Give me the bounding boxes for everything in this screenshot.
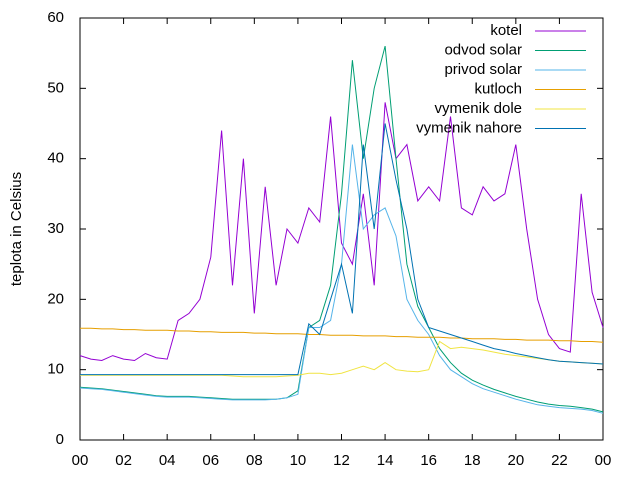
- y-axis-label: teplota in Celsius: [8, 172, 25, 286]
- legend-label: kotel: [490, 22, 522, 39]
- y-tick-label: 50: [47, 79, 64, 96]
- x-tick-label: 10: [290, 452, 307, 469]
- x-tick-label: 06: [202, 452, 219, 469]
- legend-label: privod solar: [444, 61, 522, 78]
- legend-label: vymenik dole: [434, 100, 522, 117]
- x-tick-label: 08: [246, 452, 263, 469]
- x-tick-label: 00: [72, 452, 89, 469]
- x-tick-label: 02: [115, 452, 132, 469]
- plot-frame: [79, 17, 604, 441]
- series-line: [80, 327, 604, 343]
- series-line: [79, 45, 604, 413]
- legend-label: kutloch: [474, 80, 522, 97]
- x-tick-label: 14: [377, 452, 394, 469]
- legend-label: vymenik nahore: [416, 119, 522, 136]
- y-tick-label: 10: [47, 361, 64, 378]
- series-line: [79, 102, 604, 362]
- x-tick-label: 20: [507, 452, 524, 469]
- y-tick-label: 20: [47, 290, 64, 307]
- series-line: [80, 123, 604, 376]
- x-tick-label: 18: [464, 452, 481, 469]
- x-tick-label: 00: [595, 452, 612, 469]
- legend-label: odvod solar: [444, 41, 522, 58]
- y-tick-label: 0: [56, 431, 64, 448]
- series-line: [80, 340, 604, 378]
- y-tick-label: 30: [47, 220, 64, 237]
- x-tick-label: 22: [551, 452, 568, 469]
- y-tick-label: 60: [47, 9, 64, 26]
- x-tick-label: 16: [420, 452, 437, 469]
- x-tick-label: 12: [333, 452, 350, 469]
- x-tick-label: 04: [159, 452, 176, 469]
- y-tick-label: 40: [47, 150, 64, 167]
